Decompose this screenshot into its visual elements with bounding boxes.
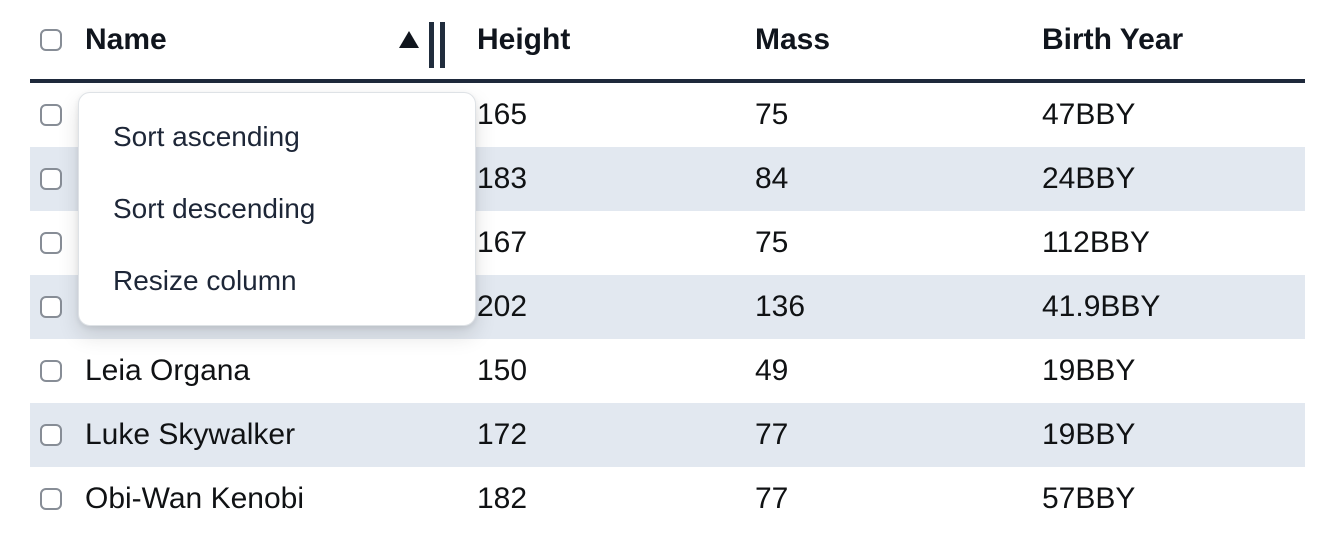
select-all-checkbox[interactable] [40, 28, 62, 51]
cell-height: 167 [477, 226, 528, 259]
row-checkbox[interactable] [40, 488, 62, 510]
column-header-mass[interactable]: Mass [755, 22, 831, 56]
cell-name: Obi-Wan Kenobi [85, 482, 304, 510]
row-checkbox[interactable] [40, 168, 62, 190]
cell-birth-year: 41.9BBY [1042, 290, 1161, 323]
cell-mass: 75 [755, 226, 789, 259]
column-header-name[interactable]: Name [70, 0, 462, 79]
cell-birth-year: 24BBY [1042, 162, 1136, 195]
table-row: Leia Organa 150 49 19BBY [30, 339, 1305, 403]
cell-height: 172 [477, 418, 528, 451]
row-checkbox[interactable] [40, 232, 62, 254]
column-header-name-label: Name [85, 22, 167, 56]
table-row: Luke Skywalker 172 77 19BBY [30, 403, 1305, 467]
row-checkbox[interactable] [40, 424, 62, 446]
resize-handle-bar [429, 21, 434, 68]
column-header-height[interactable]: Height [477, 22, 571, 56]
cell-birth-year: 57BBY [1042, 482, 1136, 510]
menu-item-sort-descending[interactable]: Sort descending [113, 193, 316, 224]
cell-mass: 75 [755, 98, 789, 131]
cell-height: 202 [477, 290, 528, 323]
cell-name: Luke Skywalker [85, 418, 296, 451]
cell-mass: 77 [755, 482, 789, 510]
row-checkbox[interactable] [40, 104, 62, 126]
cell-height: 183 [477, 162, 528, 195]
cell-birth-year: 19BBY [1042, 354, 1136, 387]
select-all-cell [30, 28, 70, 51]
cell-birth-year: 112BBY [1042, 226, 1150, 259]
cell-birth-year: 19BBY [1042, 418, 1136, 451]
column-resize-handle[interactable] [429, 21, 445, 68]
sort-ascending-icon [399, 31, 419, 48]
column-header-birth-year[interactable]: Birth Year [1042, 22, 1184, 56]
cell-height: 150 [477, 354, 528, 387]
cell-mass: 77 [755, 418, 789, 451]
table-header-row: Name Height Mass Birth Year [30, 0, 1305, 83]
resize-handle-bar [440, 21, 445, 68]
cell-birth-year: 47BBY [1042, 98, 1136, 131]
table-viewport: Name Height Mass Birth Year 165 75 47BBY… [30, 0, 1305, 510]
table-row: Obi-Wan Kenobi 182 77 57BBY [30, 467, 1305, 510]
cell-height: 182 [477, 482, 528, 510]
cell-mass: 84 [755, 162, 789, 195]
cell-mass: 136 [755, 290, 806, 323]
menu-item-sort-ascending[interactable]: Sort ascending [113, 121, 300, 152]
column-menu: Sort ascending Sort descending Resize co… [78, 92, 476, 326]
cell-mass: 49 [755, 354, 789, 387]
cell-name: Leia Organa [85, 354, 251, 387]
row-checkbox[interactable] [40, 360, 62, 382]
cell-height: 165 [477, 98, 528, 131]
row-checkbox[interactable] [40, 296, 62, 318]
menu-item-resize-column[interactable]: Resize column [113, 265, 297, 296]
